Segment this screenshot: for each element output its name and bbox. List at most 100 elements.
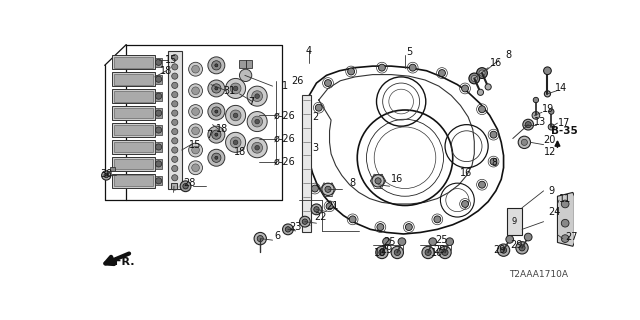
Circle shape	[543, 67, 551, 75]
Circle shape	[212, 107, 221, 116]
Circle shape	[156, 144, 162, 150]
Bar	[155, 108, 163, 118]
Circle shape	[156, 76, 162, 82]
Circle shape	[506, 236, 513, 243]
Circle shape	[532, 112, 540, 119]
Bar	[302, 95, 311, 232]
Circle shape	[192, 164, 200, 172]
Circle shape	[348, 68, 355, 75]
Circle shape	[325, 186, 331, 192]
Circle shape	[548, 109, 554, 114]
Circle shape	[180, 181, 191, 192]
Circle shape	[208, 126, 225, 143]
Circle shape	[442, 249, 448, 256]
Circle shape	[172, 175, 178, 181]
Bar	[113, 106, 155, 120]
Circle shape	[405, 224, 412, 230]
Circle shape	[192, 65, 200, 73]
Circle shape	[230, 83, 241, 94]
Bar	[155, 159, 163, 169]
Text: FR.: FR.	[114, 257, 134, 267]
Circle shape	[518, 136, 531, 148]
Circle shape	[225, 105, 246, 125]
Text: 16: 16	[490, 58, 502, 68]
Circle shape	[409, 64, 416, 71]
Text: 7: 7	[248, 97, 254, 107]
Circle shape	[212, 153, 221, 162]
Circle shape	[172, 165, 178, 172]
Circle shape	[247, 138, 267, 158]
Text: B-35: B-35	[551, 126, 578, 136]
Circle shape	[156, 59, 162, 65]
Circle shape	[156, 93, 162, 99]
Circle shape	[215, 156, 218, 159]
Circle shape	[230, 110, 241, 121]
Text: 15: 15	[164, 55, 177, 65]
Bar	[113, 174, 155, 188]
Text: 9: 9	[512, 217, 517, 226]
Circle shape	[490, 131, 497, 138]
Circle shape	[446, 238, 454, 245]
Text: 1: 1	[282, 81, 288, 91]
Text: 3: 3	[312, 143, 319, 153]
Circle shape	[257, 236, 263, 242]
Bar	[111, 167, 115, 171]
Circle shape	[189, 105, 202, 118]
Text: T2AAA1710A: T2AAA1710A	[509, 270, 568, 279]
Text: 5: 5	[406, 47, 413, 57]
Circle shape	[314, 207, 319, 212]
Bar	[113, 157, 155, 171]
Circle shape	[172, 110, 178, 116]
Circle shape	[192, 108, 200, 116]
Circle shape	[312, 185, 318, 192]
Text: 15: 15	[189, 140, 202, 150]
Bar	[113, 55, 155, 69]
Circle shape	[208, 57, 225, 74]
Circle shape	[283, 224, 293, 235]
Text: 19: 19	[542, 104, 554, 114]
Circle shape	[189, 143, 202, 157]
Text: 22: 22	[314, 212, 326, 222]
Circle shape	[172, 119, 178, 125]
Text: 29: 29	[493, 245, 505, 255]
Circle shape	[439, 246, 451, 259]
Circle shape	[183, 184, 188, 189]
Circle shape	[172, 64, 178, 70]
Circle shape	[156, 110, 162, 116]
Circle shape	[225, 78, 246, 99]
Circle shape	[172, 156, 178, 162]
Circle shape	[225, 132, 246, 152]
Circle shape	[311, 204, 322, 215]
Circle shape	[429, 238, 436, 245]
Circle shape	[189, 124, 202, 138]
Circle shape	[156, 161, 162, 167]
Circle shape	[212, 130, 221, 139]
Circle shape	[212, 84, 221, 93]
Circle shape	[172, 92, 178, 98]
Bar	[155, 92, 163, 101]
Circle shape	[172, 73, 178, 79]
Circle shape	[378, 64, 385, 71]
Bar	[155, 176, 163, 186]
Circle shape	[208, 149, 225, 166]
Bar	[113, 72, 155, 86]
Bar	[155, 142, 163, 152]
Text: 8: 8	[349, 178, 356, 188]
Bar	[113, 123, 155, 137]
Bar	[113, 140, 155, 154]
Bar	[168, 52, 182, 188]
Text: 29: 29	[380, 245, 393, 255]
Circle shape	[477, 89, 484, 95]
Text: 28: 28	[183, 178, 196, 188]
Circle shape	[215, 110, 218, 113]
Circle shape	[192, 146, 200, 154]
Text: 6: 6	[274, 230, 280, 241]
Text: 16: 16	[391, 173, 403, 184]
Bar	[114, 57, 153, 68]
Circle shape	[477, 68, 488, 78]
Circle shape	[461, 201, 468, 207]
Polygon shape	[557, 192, 575, 246]
Circle shape	[326, 203, 333, 210]
Text: 16: 16	[460, 168, 473, 178]
Circle shape	[324, 80, 332, 86]
